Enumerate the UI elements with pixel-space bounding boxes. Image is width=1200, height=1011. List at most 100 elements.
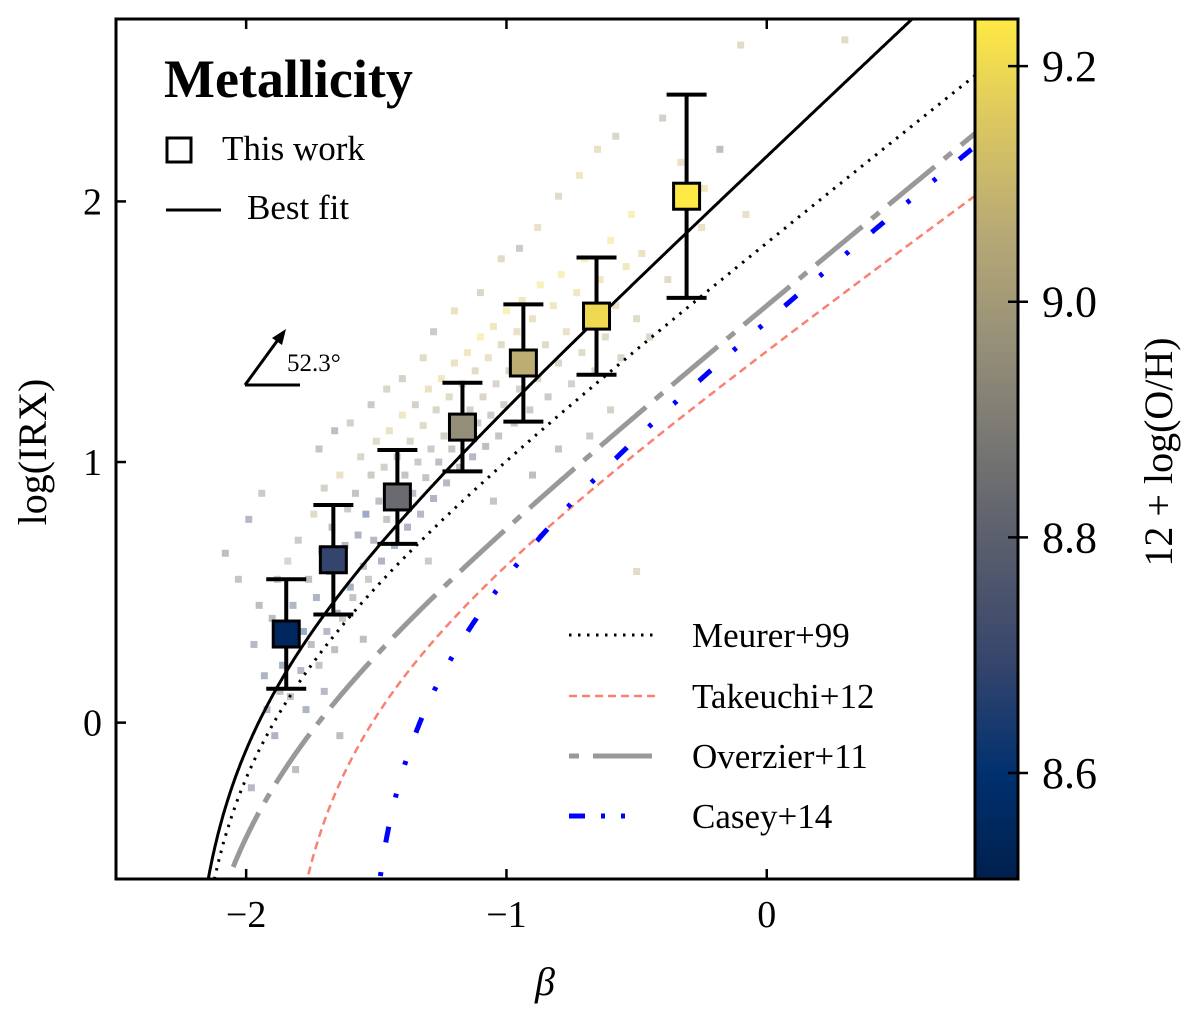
galaxy-point [526, 406, 534, 414]
y-tick-label: 0 [83, 703, 102, 745]
galaxy-point [367, 471, 375, 479]
binned-point [266, 577, 307, 691]
galaxy-point [320, 484, 328, 492]
galaxy-point [411, 401, 419, 409]
galaxy-point [575, 171, 583, 179]
angle-arrow-shaft [243, 336, 282, 386]
binned-marker [271, 619, 301, 649]
galaxy-point [497, 255, 505, 263]
galaxy-point [359, 635, 367, 643]
galaxy-point [427, 445, 435, 453]
colorbar-tick-label: 9.2 [1042, 42, 1097, 91]
galaxy-point [336, 471, 344, 479]
galaxy-point [331, 427, 339, 435]
galaxy-point [633, 315, 641, 323]
galaxy-point [612, 132, 620, 140]
galaxy-point [562, 328, 570, 336]
galaxy-point [456, 463, 464, 471]
galaxy-point [476, 289, 484, 297]
galaxy-point [299, 627, 307, 635]
colorbar: 8.6 8.8 9.0 9.2 12 + log(O/H) [973, 17, 1181, 881]
galaxy-point [607, 237, 615, 245]
colorbar-tick-label: 8.6 [1042, 749, 1097, 798]
galaxy-point [370, 536, 378, 544]
galaxy-point [221, 549, 229, 557]
galaxy-point [245, 515, 253, 523]
galaxy-point [268, 614, 276, 622]
legend-square-icon [165, 136, 193, 164]
galaxy-point [515, 244, 523, 252]
galaxy-point [331, 646, 339, 654]
colorbar-tick-label: 9.0 [1042, 278, 1097, 327]
galaxy-point [383, 515, 391, 523]
galaxy-point [596, 276, 604, 284]
galaxy-point [664, 276, 672, 284]
galaxy-point [367, 401, 375, 409]
galaxy-point [419, 422, 427, 430]
galaxy-point [383, 385, 391, 393]
binned-point [377, 448, 418, 546]
galaxy-point [594, 145, 602, 153]
galaxy-point [633, 567, 641, 575]
galaxy-point [489, 497, 497, 505]
galaxy-point [385, 427, 393, 435]
galaxy-point [417, 510, 425, 518]
galaxy-point [424, 385, 432, 393]
galaxy-point [440, 432, 448, 440]
galaxy-point [323, 627, 331, 635]
galaxy-point [716, 145, 724, 153]
galaxy-point [432, 406, 440, 414]
galaxy-point [284, 557, 292, 565]
galaxy-point [622, 263, 630, 271]
galaxy-point [247, 784, 255, 792]
binned-marker [382, 482, 412, 512]
galaxy-point [312, 594, 320, 602]
galaxy-point [422, 474, 430, 482]
colorbar-ticks: 8.6 8.8 9.0 9.2 [1008, 42, 1097, 798]
galaxy-point [487, 411, 495, 419]
galaxy-point [698, 223, 706, 231]
galaxy-point [292, 766, 300, 774]
galaxy-point [234, 575, 242, 583]
plot-area [116, 19, 975, 879]
galaxy-point [315, 661, 323, 669]
angle-annotation: 52.3° [243, 329, 341, 387]
galaxy-point [513, 328, 521, 336]
galaxy-point [289, 601, 297, 609]
legend-label-casey: Casey+14 [692, 797, 832, 836]
galaxy-point [276, 687, 284, 695]
galaxy-point [297, 667, 305, 675]
galaxy-point [320, 687, 328, 695]
galaxy-point [528, 471, 536, 479]
galaxy-point [279, 661, 287, 669]
galaxy-point [542, 341, 549, 349]
galaxy-point [646, 333, 654, 341]
y-axis-label: log(IRX) [10, 379, 55, 526]
binned-marker [672, 181, 702, 211]
galaxy-point [471, 367, 479, 375]
galaxy-point [372, 437, 380, 445]
binned-marker [318, 545, 348, 575]
binned-point [503, 302, 544, 424]
y-tick-label: 2 [83, 181, 102, 223]
axis-ticks: −2 −1 0 0 1 2 [83, 19, 776, 936]
curve-takeuchi-12 [306, 194, 975, 879]
galaxy-point [482, 442, 490, 450]
galaxy-point [573, 289, 581, 297]
galaxy-point [466, 406, 474, 414]
chart-title: Metallicity [164, 49, 413, 109]
galaxy-point [578, 349, 586, 357]
galaxy-point [557, 270, 565, 278]
galaxy-point [463, 349, 471, 357]
x-axis-label: β [534, 959, 555, 1004]
galaxy-point [476, 333, 484, 341]
galaxy-point [448, 445, 456, 453]
galaxy-point [555, 359, 563, 367]
y-tick-label: 1 [83, 442, 102, 484]
galaxy-point [258, 489, 266, 497]
galaxy-point [492, 380, 500, 388]
galaxy-point [497, 341, 505, 349]
legend-label-takeuchi: Takeuchi+12 [692, 677, 875, 716]
galaxy-point [445, 393, 453, 401]
galaxy-point [302, 706, 310, 714]
